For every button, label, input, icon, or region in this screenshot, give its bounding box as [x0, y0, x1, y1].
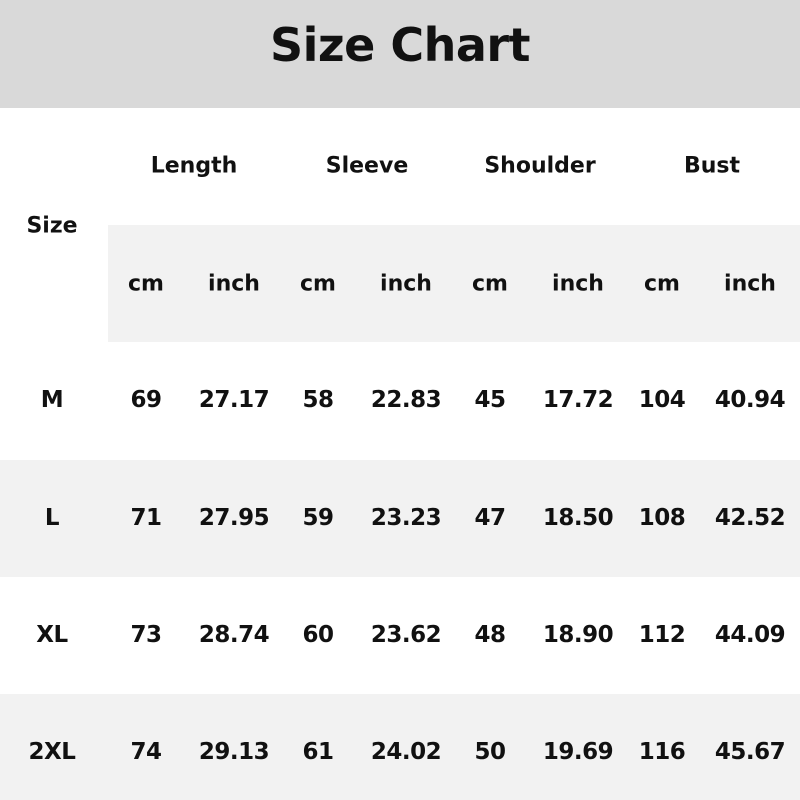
value-cell: 27.17 [198, 387, 270, 413]
value-cell: 23.23 [370, 505, 442, 531]
value-cell: 18.50 [542, 505, 614, 531]
value-cell: 58 [302, 387, 334, 413]
value-cell: 19.69 [542, 739, 614, 765]
value-cell: 59 [302, 505, 334, 531]
value-cell: 40.94 [714, 387, 786, 413]
unit-header: inch [380, 271, 432, 297]
value-cell: 71 [130, 505, 162, 531]
size-cell: XL [36, 622, 68, 648]
value-cell: 27.95 [198, 505, 270, 531]
row-stripe [0, 694, 800, 800]
value-cell: 42.52 [714, 505, 786, 531]
group-header-length: Length [150, 153, 238, 179]
value-cell: 45.67 [714, 739, 786, 765]
value-cell: 61 [302, 739, 334, 765]
value-cell: 18.90 [542, 622, 614, 648]
value-cell: 50 [474, 739, 506, 765]
value-cell: 23.62 [370, 622, 442, 648]
unit-header: inch [552, 271, 604, 297]
value-cell: 29.13 [198, 739, 270, 765]
size-cell: 2XL [28, 739, 76, 765]
page-title: Size Chart [269, 18, 531, 72]
value-cell: 45 [474, 387, 506, 413]
unit-header: cm [300, 271, 336, 297]
value-cell: 24.02 [370, 739, 442, 765]
group-header-shoulder: Shoulder [484, 153, 596, 179]
unit-header: inch [724, 271, 776, 297]
value-cell: 69 [130, 387, 162, 413]
value-cell: 44.09 [714, 622, 786, 648]
value-cell: 112 [638, 622, 686, 648]
size-cell: M [40, 387, 64, 413]
unit-header: cm [644, 271, 680, 297]
value-cell: 108 [638, 505, 686, 531]
row-stripe [0, 460, 800, 577]
group-header-sleeve: Sleeve [325, 153, 409, 179]
value-cell: 28.74 [198, 622, 270, 648]
unit-header: cm [128, 271, 164, 297]
size-cell: L [44, 505, 60, 531]
value-cell: 74 [130, 739, 162, 765]
value-cell: 17.72 [542, 387, 614, 413]
value-cell: 47 [474, 505, 506, 531]
unit-header-band [108, 225, 800, 342]
unit-header: cm [472, 271, 508, 297]
value-cell: 22.83 [370, 387, 442, 413]
value-cell: 60 [302, 622, 334, 648]
size-column-header: Size [26, 213, 78, 239]
unit-header: inch [208, 271, 260, 297]
group-header-bust: Bust [683, 153, 741, 179]
title-band: Size Chart [0, 0, 800, 108]
value-cell: 116 [638, 739, 686, 765]
value-cell: 73 [130, 622, 162, 648]
value-cell: 48 [474, 622, 506, 648]
value-cell: 104 [638, 387, 686, 413]
